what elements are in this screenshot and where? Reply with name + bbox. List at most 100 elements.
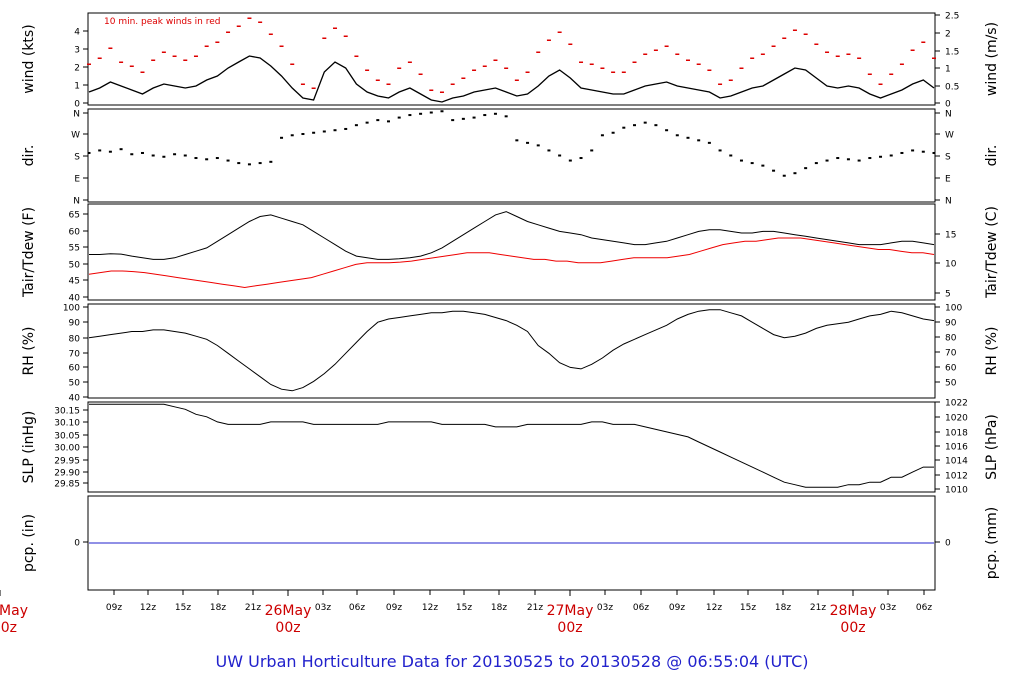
dir-point bbox=[868, 157, 872, 160]
peak-mark bbox=[771, 45, 776, 47]
peak-mark bbox=[857, 57, 862, 59]
peak-mark bbox=[429, 89, 434, 91]
left-tick-label: W bbox=[71, 131, 80, 141]
peak-mark bbox=[343, 35, 348, 37]
left-tick-label: S bbox=[74, 153, 80, 163]
dir-point bbox=[162, 155, 166, 158]
dir-point bbox=[301, 133, 305, 136]
peak-mark bbox=[450, 83, 455, 85]
peak-mark bbox=[119, 61, 124, 63]
peak-mark bbox=[215, 41, 220, 43]
dir-point bbox=[140, 151, 144, 154]
dir-point bbox=[846, 158, 850, 161]
left-axis-label: Tair/Tdew (F) bbox=[21, 207, 37, 298]
dir-point bbox=[183, 154, 187, 157]
dir-point bbox=[579, 157, 583, 160]
peak-mark bbox=[525, 71, 530, 73]
peak-mark bbox=[760, 53, 765, 55]
peak-mark bbox=[236, 25, 241, 27]
peak-mark bbox=[300, 83, 305, 85]
peak-mark bbox=[579, 61, 584, 63]
dir-point bbox=[173, 153, 177, 156]
left-tick-label: 100 bbox=[63, 304, 80, 314]
dir-point bbox=[547, 149, 551, 152]
left-tick-label: 60 bbox=[69, 364, 81, 374]
peak-mark bbox=[782, 37, 787, 39]
peak-mark bbox=[664, 45, 669, 47]
left-tick-label: 65 bbox=[69, 211, 80, 221]
dir-point bbox=[451, 119, 455, 122]
x-tick-label: 21z bbox=[810, 603, 826, 613]
dir-point bbox=[857, 159, 861, 162]
panel-frame bbox=[87, 495, 936, 591]
dir-point bbox=[280, 136, 284, 139]
dir-point bbox=[665, 129, 669, 132]
dir-point bbox=[526, 141, 530, 144]
date-label: 5May bbox=[0, 603, 28, 619]
series-line-1 bbox=[88, 55, 935, 103]
right-tick-label: 1014 bbox=[945, 457, 968, 467]
date-label: 28May bbox=[830, 603, 877, 619]
peak-mark bbox=[696, 63, 701, 65]
left-tick-label: 30.15 bbox=[54, 407, 80, 417]
dir-point bbox=[739, 159, 743, 162]
peak-mark bbox=[889, 73, 894, 75]
peak-mark bbox=[151, 59, 156, 61]
series-line-2 bbox=[88, 237, 935, 289]
left-tick-label: 90 bbox=[69, 319, 81, 329]
peak-mark bbox=[493, 59, 498, 61]
peak-mark bbox=[397, 67, 402, 69]
x-tick-label: 03z bbox=[597, 603, 613, 613]
x-tick-label: 09z bbox=[106, 603, 122, 613]
peak-mark bbox=[247, 17, 252, 19]
peak-mark bbox=[632, 61, 637, 63]
dir-point bbox=[290, 134, 294, 137]
right-tick-label: 0 bbox=[945, 100, 951, 110]
right-tick-label: 90 bbox=[945, 319, 957, 329]
right-tick-label: W bbox=[945, 131, 954, 141]
peak-mark bbox=[311, 87, 316, 89]
dir-point bbox=[611, 131, 615, 134]
left-tick-label: 50 bbox=[69, 261, 81, 271]
right-tick-label: 5 bbox=[945, 290, 951, 300]
dir-point bbox=[130, 153, 134, 156]
peak-mark bbox=[589, 63, 594, 65]
right-tick-label: 1022 bbox=[945, 399, 968, 409]
dir-point bbox=[483, 114, 487, 117]
x-tick-label: 18z bbox=[491, 603, 507, 613]
dir-point bbox=[568, 159, 572, 162]
dir-point bbox=[686, 136, 690, 139]
dir-point bbox=[761, 164, 765, 167]
dir-point bbox=[258, 162, 262, 165]
peak-mark bbox=[407, 61, 412, 63]
right-tick-label: 1018 bbox=[945, 429, 968, 439]
panel-1: wind (kts) wind (m/s) 0 1 2 3 4 0 0.5 1 1.5 2 2.5 10 … bbox=[21, 12, 1000, 110]
dir-point bbox=[215, 157, 219, 160]
peak-mark bbox=[161, 51, 166, 53]
left-tick-label: N bbox=[73, 197, 80, 207]
left-tick-label: 29.85 bbox=[54, 480, 80, 490]
peak-mark bbox=[536, 51, 541, 53]
date-time-label: 00z bbox=[0, 620, 17, 636]
x-tick-label: 12z bbox=[706, 603, 722, 613]
panel-2: dir. dir. N E S W N N E S W N bbox=[21, 108, 1000, 207]
left-tick-label: 80 bbox=[69, 335, 81, 345]
x-tick-label: 15z bbox=[175, 603, 191, 613]
dir-point bbox=[793, 172, 797, 175]
dir-point bbox=[504, 115, 508, 118]
dir-point bbox=[419, 112, 423, 115]
peak-annotation: 10 min. peak winds in red bbox=[104, 17, 221, 27]
dir-point bbox=[312, 131, 316, 134]
peak-mark bbox=[97, 57, 102, 59]
peak-mark bbox=[140, 71, 145, 73]
dir-point bbox=[205, 158, 209, 161]
right-tick-label: N bbox=[945, 110, 952, 120]
x-tick-label: 03z bbox=[315, 603, 331, 613]
left-tick-label: 2 bbox=[74, 64, 80, 74]
left-tick-label: 60 bbox=[69, 228, 81, 238]
dir-point bbox=[108, 150, 112, 153]
x-tick-label: 06z bbox=[349, 603, 365, 613]
left-tick-label: 0 bbox=[74, 539, 80, 549]
left-tick-label: 40 bbox=[69, 294, 81, 304]
